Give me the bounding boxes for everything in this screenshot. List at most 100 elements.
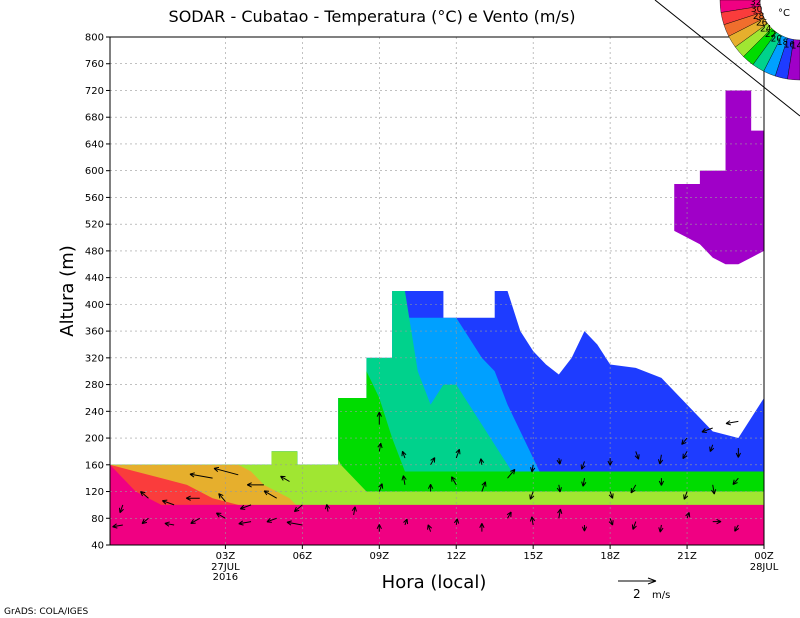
- wind-arrow: [112, 523, 123, 529]
- wind-arrow: [630, 484, 637, 494]
- x-tick-sublabel: 27JUL: [211, 562, 240, 573]
- wind-arrow: [238, 520, 252, 526]
- wind-arrow: [732, 477, 739, 486]
- chart-title: SODAR - Cubatao - Temperatura (°C) e Ven…: [169, 7, 576, 26]
- wind-arrow: [725, 420, 739, 426]
- wind-arrow: [189, 472, 213, 479]
- colorbar-label: 22: [765, 30, 776, 40]
- y-axis-label: Altura (m): [57, 245, 78, 337]
- wind-arrow: [711, 484, 717, 495]
- wind-arrow: [239, 504, 252, 510]
- y-tick-label: 280: [85, 380, 104, 391]
- wind-arrow: [709, 444, 715, 452]
- wind-arrow: [607, 458, 613, 466]
- colorbar-label: 16: [784, 40, 796, 50]
- wind-arrow: [701, 427, 713, 433]
- y-tick-label: 240: [85, 407, 104, 418]
- wind-arrow: [580, 461, 586, 470]
- x-tick-sublabel: 2016: [213, 572, 238, 583]
- wind-arrow: [479, 523, 485, 532]
- y-tick-label: 480: [85, 246, 104, 257]
- wind-arrow: [507, 468, 516, 479]
- wind-arrow: [118, 504, 124, 514]
- y-tick-label: 560: [85, 193, 104, 204]
- wind-arrow: [324, 504, 331, 512]
- grid-lines: [110, 37, 764, 545]
- y-tick-label: 360: [85, 327, 104, 338]
- x-tick-label: 06Z: [293, 551, 313, 562]
- y-tick-label: 440: [85, 273, 104, 284]
- y-tick-label: 160: [85, 460, 104, 471]
- y-tick-label: 520: [85, 220, 104, 231]
- y-axis: 40 80 120 160 200 240 280 320 360 400 440 480 520 560…: [85, 33, 110, 552]
- wind-arrow: [376, 411, 382, 425]
- wind-arrow: [427, 483, 434, 492]
- x-tick-label: 21Z: [677, 551, 697, 562]
- wind-arrow: [161, 499, 175, 506]
- y-tick-label: 680: [85, 113, 104, 124]
- wind-arrow: [530, 464, 536, 473]
- wind-arrow: [683, 491, 689, 500]
- x-tick-label: 12Z: [446, 551, 466, 562]
- wind-arrow: [401, 450, 407, 459]
- wind-arrow: [634, 451, 640, 460]
- wind-arrow: [453, 518, 460, 526]
- wind-arrow: [658, 478, 665, 486]
- colorbar-label: 18: [777, 38, 789, 48]
- wind-arrow: [608, 491, 614, 499]
- wind-arrow: [734, 524, 740, 532]
- wind-arrow: [581, 478, 587, 487]
- wind-arrow: [246, 482, 264, 488]
- wind-arrow: [478, 458, 485, 465]
- wind-arrow: [164, 521, 175, 527]
- wind-arrow: [215, 512, 226, 519]
- wind-arrow: [190, 517, 201, 524]
- wind-arrow: [218, 493, 226, 502]
- wind-reference: 2 m/s: [618, 577, 670, 601]
- wind-arrow: [427, 524, 433, 532]
- wind-vectors: [112, 411, 741, 533]
- x-tick-sublabel: 28JUL: [750, 562, 779, 573]
- wind-arrow: [430, 457, 436, 466]
- wind-reference-value: 2: [633, 587, 641, 601]
- y-tick-label: 720: [85, 86, 104, 97]
- wind-arrow: [213, 466, 239, 476]
- x-tick-label: 15Z: [523, 551, 543, 562]
- y-tick-label: 80: [91, 514, 104, 525]
- y-tick-label: 800: [85, 33, 104, 44]
- wind-arrow: [140, 491, 149, 499]
- y-tick-label: 640: [85, 139, 104, 150]
- wind-arrow: [557, 508, 563, 519]
- wind-arrow: [682, 451, 688, 460]
- wind-arrow: [377, 442, 383, 452]
- y-tick-label: 760: [85, 59, 104, 70]
- x-tick-label: 03Z: [216, 551, 236, 562]
- wind-arrow: [451, 476, 457, 486]
- colorbar-border: [654, 0, 800, 117]
- x-tick-label: 18Z: [600, 551, 620, 562]
- wind-arrow: [506, 511, 512, 519]
- wind-reference-arrow-head: [647, 577, 657, 585]
- wind-arrow: [185, 495, 200, 501]
- colorbar-label: 26: [756, 19, 768, 29]
- wind-arrow: [685, 512, 691, 519]
- plot-frame: [109, 36, 765, 546]
- colorbar-label: 28: [753, 12, 765, 22]
- wind-arrow: [403, 518, 409, 526]
- y-tick-label: 400: [85, 300, 104, 311]
- wind-arrow: [286, 520, 303, 526]
- wind-arrow: [556, 484, 562, 493]
- wind-arrow: [581, 524, 588, 532]
- colorbar-label: 24: [760, 25, 772, 35]
- colorbar-label: 32: [750, 0, 761, 8]
- wind-arrow: [529, 516, 536, 526]
- wind-arrow: [681, 437, 688, 445]
- wind-arrow: [529, 491, 535, 500]
- wind-arrow: [481, 481, 487, 492]
- y-tick-label: 320: [85, 353, 104, 364]
- colorbar-unit: °C: [778, 8, 790, 19]
